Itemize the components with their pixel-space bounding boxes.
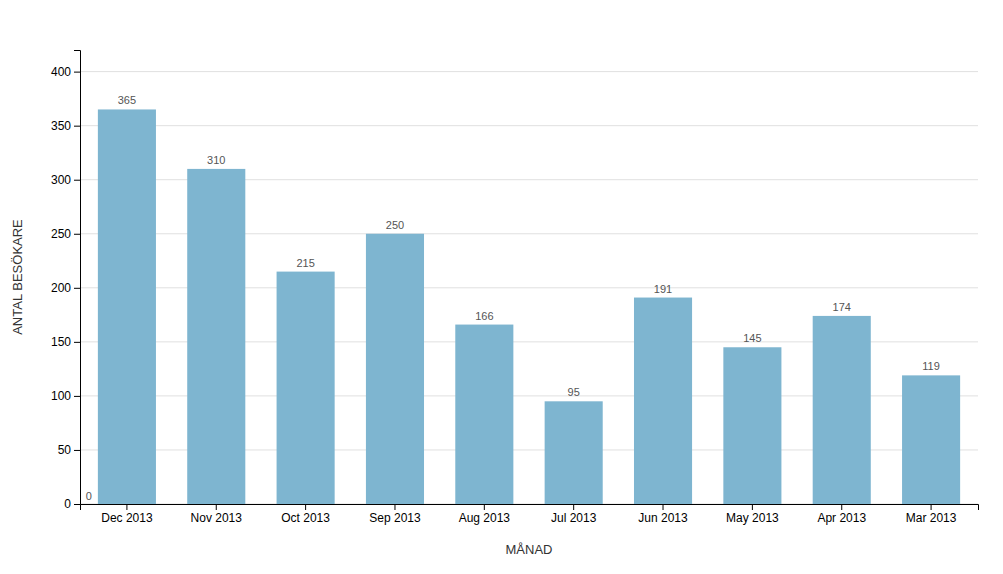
x-tick-mark — [931, 504, 932, 510]
data-label: 174 — [833, 301, 851, 313]
x-tick-label: Mar 2013 — [906, 511, 957, 525]
y-tick-label: 150 — [51, 335, 71, 349]
x-tick-mark — [305, 504, 306, 510]
x-tick: Sep 2013 — [369, 504, 421, 525]
data-label: 250 — [386, 219, 404, 231]
x-tick-mark — [394, 504, 395, 510]
y-tick-mark — [74, 234, 80, 235]
x-tick: Jul 2013 — [551, 504, 597, 525]
y-tick-label: 300 — [51, 173, 71, 187]
bar — [634, 298, 692, 504]
x-tick: Nov 2013 — [191, 504, 243, 525]
bar — [366, 234, 424, 504]
y-tick-mark — [74, 342, 80, 343]
x-tick-label: Sep 2013 — [369, 511, 421, 525]
x-tick: Jun 2013 — [638, 504, 688, 525]
x-tick: Dec 2013 — [101, 504, 153, 525]
data-label: 166 — [475, 310, 493, 322]
y-tick: 50 — [58, 443, 80, 457]
x-tick-label: Jul 2013 — [551, 511, 597, 525]
y-tick-mark — [74, 504, 80, 505]
y-tick: 400 — [51, 65, 80, 79]
x-tick-mark — [663, 504, 664, 510]
y-axis-title: ANTAL BESÖKARE — [10, 219, 25, 335]
y-tick-mark — [74, 288, 80, 289]
y-tick-mark — [74, 180, 80, 181]
x-tick-label: Jun 2013 — [638, 511, 688, 525]
x-tick-label: Apr 2013 — [817, 511, 866, 525]
data-label: 365 — [118, 94, 136, 106]
x-tick-label: Dec 2013 — [101, 511, 153, 525]
bars — [98, 109, 960, 504]
plot-area: Dec 2013 Nov 2013 Oct 2013 Sep 2013 Aug 2013… — [51, 51, 979, 525]
annotation: 0 — [86, 490, 92, 502]
y-tick: 350 — [51, 119, 80, 133]
x-tick-mark — [573, 504, 574, 510]
bar — [723, 347, 781, 504]
data-label: 145 — [743, 332, 761, 344]
y-tick-label: 100 — [51, 389, 71, 403]
y-tick-label: 0 — [64, 497, 71, 511]
chart: Dec 2013 Nov 2013 Oct 2013 Sep 2013 Aug 2013… — [0, 0, 1003, 574]
x-tick-mark — [126, 504, 127, 510]
x-tick-label: Oct 2013 — [281, 511, 330, 525]
data-label: 119 — [922, 360, 940, 372]
y-tick-mark — [74, 450, 80, 451]
y-tick-mark — [74, 396, 80, 397]
y-tick-label: 400 — [51, 65, 71, 79]
y-tick: 100 — [51, 389, 80, 403]
y-tick-label: 350 — [51, 119, 71, 133]
x-tick: Mar 2013 — [906, 504, 957, 525]
x-tick: Apr 2013 — [817, 504, 866, 525]
bar — [813, 316, 871, 504]
x-axis-line — [81, 505, 979, 511]
data-labels: 365 310 215 250 166 95 191 145 174 119 — [118, 94, 940, 398]
bar — [455, 325, 513, 504]
y-tick: 150 — [51, 335, 80, 349]
y-tick: 0 — [64, 497, 80, 511]
bar — [187, 169, 245, 504]
bar — [902, 375, 960, 504]
x-tick-label: Nov 2013 — [191, 511, 243, 525]
bar — [98, 109, 156, 504]
x-tick-mark — [752, 504, 753, 510]
bar — [277, 272, 335, 504]
annotations: 0 — [86, 490, 92, 502]
x-tick-label: May 2013 — [726, 511, 779, 525]
y-tick: 300 — [51, 173, 80, 187]
y-tick-mark — [74, 72, 80, 73]
data-label: 215 — [296, 257, 314, 269]
y-tick: 200 — [51, 281, 80, 295]
x-axis-title: MÅNAD — [506, 542, 553, 557]
x-tick-label: Aug 2013 — [459, 511, 511, 525]
x-tick: Aug 2013 — [459, 504, 511, 525]
data-label: 95 — [568, 386, 580, 398]
y-tick-mark — [74, 126, 80, 127]
x-tick-mark — [216, 504, 217, 510]
x-tick-mark — [841, 504, 842, 510]
bar — [545, 401, 603, 504]
data-label: 191 — [654, 283, 672, 295]
y-tick: 250 — [51, 227, 80, 241]
x-tick: Oct 2013 — [281, 504, 330, 525]
data-label: 310 — [207, 154, 225, 166]
y-axis-line — [74, 51, 81, 505]
grid-line — [80, 125, 978, 126]
x-axis: Dec 2013 Nov 2013 Oct 2013 Sep 2013 Aug 2013… — [81, 504, 979, 525]
grid — [80, 72, 978, 504]
y-tick-label: 50 — [58, 443, 72, 457]
x-tick-mark — [484, 504, 485, 510]
y-tick-label: 250 — [51, 227, 71, 241]
x-tick: May 2013 — [726, 504, 779, 525]
grid-line — [80, 71, 978, 72]
y-tick-label: 200 — [51, 281, 71, 295]
y-axis: 0 50 100 150 200 250 300 350 400 — [51, 51, 81, 512]
